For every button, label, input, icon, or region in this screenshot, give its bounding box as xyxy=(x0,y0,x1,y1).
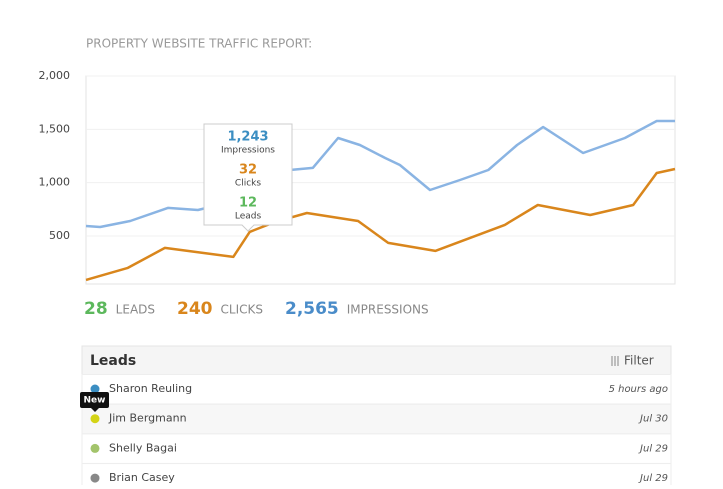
badge-label: New xyxy=(84,396,106,406)
series-line xyxy=(85,167,676,282)
plot-frame xyxy=(85,75,676,285)
summary-label: IMPRESSIONS xyxy=(347,303,429,317)
tooltip-label: Impressions xyxy=(221,146,275,156)
lead-name[interactable]: Jim Bergmann xyxy=(108,412,187,425)
status-dot xyxy=(90,414,100,424)
y-tick-label: 1,500 xyxy=(39,122,71,135)
lead-row[interactable]: Shelly Bagai Jul 29 xyxy=(81,433,672,464)
lead-row[interactable]: Brian Casey Jul 29 xyxy=(81,463,672,489)
tooltip-box xyxy=(203,123,293,232)
tooltip: 1,243 Impressions 32 Clicks 12 Leads xyxy=(203,123,293,232)
lead-name[interactable]: Sharon Reuling xyxy=(109,382,192,395)
lead-row[interactable]: Sharon Reuling 5 hours ago xyxy=(81,374,672,405)
summary-value: 28 xyxy=(84,299,108,319)
report-title: PROPERTY WEBSITE TRAFFIC REPORT: xyxy=(86,37,312,51)
y-tick-label: 2,000 xyxy=(39,69,71,82)
lead-name[interactable]: Shelly Bagai xyxy=(109,441,177,454)
lead-time: Jul 30 xyxy=(638,414,668,425)
filter-icon xyxy=(611,356,619,366)
y-tick-label: 500 xyxy=(49,229,70,242)
lead-time: Jul 29 xyxy=(638,443,668,454)
badge-pointer xyxy=(91,408,99,412)
summary-value: 240 xyxy=(177,299,213,319)
y-tick-label: 1,000 xyxy=(39,176,71,189)
row-bg xyxy=(81,403,672,435)
tooltip-label: Clicks xyxy=(235,179,261,189)
lead-row[interactable]: Jim Bergmann Jul 30 xyxy=(81,403,672,435)
new-badge: New xyxy=(80,392,109,412)
row-bg xyxy=(81,374,672,405)
badge-bg xyxy=(80,392,109,408)
lead-time: 5 hours ago xyxy=(609,384,668,395)
leads-title: Leads xyxy=(90,353,136,369)
tooltip-clicks: 32 xyxy=(239,163,257,178)
summary-label: LEADS xyxy=(116,303,155,317)
tooltip-label: Leads xyxy=(235,212,262,222)
filter-button[interactable]: Filter xyxy=(611,354,654,368)
leads-header xyxy=(81,345,672,376)
status-dot xyxy=(90,473,100,483)
filter-label[interactable]: Filter xyxy=(624,354,654,368)
status-dot xyxy=(90,384,100,394)
summary-value: 2,565 xyxy=(285,299,339,319)
row-bg xyxy=(81,433,672,464)
lead-name[interactable]: Brian Casey xyxy=(109,471,175,484)
series-line xyxy=(85,119,675,229)
status-dot xyxy=(90,443,100,453)
tooltip-impressions: 1,243 xyxy=(227,130,268,145)
summary-label: CLICKS xyxy=(221,303,263,317)
tooltip-leads: 12 xyxy=(239,196,257,211)
lead-time: Jul 29 xyxy=(638,473,668,484)
